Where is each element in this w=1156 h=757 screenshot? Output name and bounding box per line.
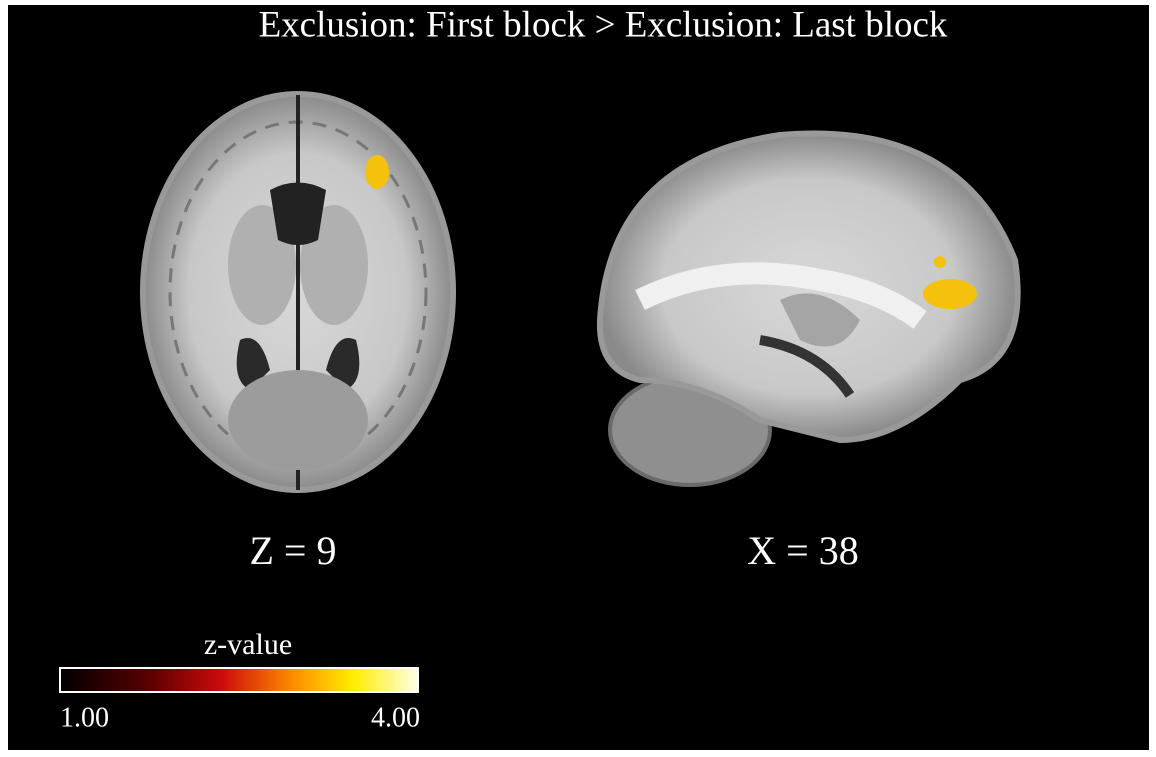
figure-title: Exclusion: First block > Exclusion: Last…: [259, 4, 948, 45]
colorbar-max: 4.00: [371, 702, 420, 733]
colorbar: [59, 667, 419, 693]
activation-blob: [923, 279, 977, 309]
sagittal-brain: [596, 130, 1021, 487]
activation-blob: [365, 155, 389, 189]
activation-blob: [934, 256, 946, 268]
colorbar-label: z-value: [204, 628, 292, 661]
colorbar-min: 1.00: [60, 702, 109, 733]
slice-label: Z = 9: [250, 528, 337, 573]
axial-brain: [140, 91, 456, 493]
slice-label: X = 38: [747, 528, 858, 573]
